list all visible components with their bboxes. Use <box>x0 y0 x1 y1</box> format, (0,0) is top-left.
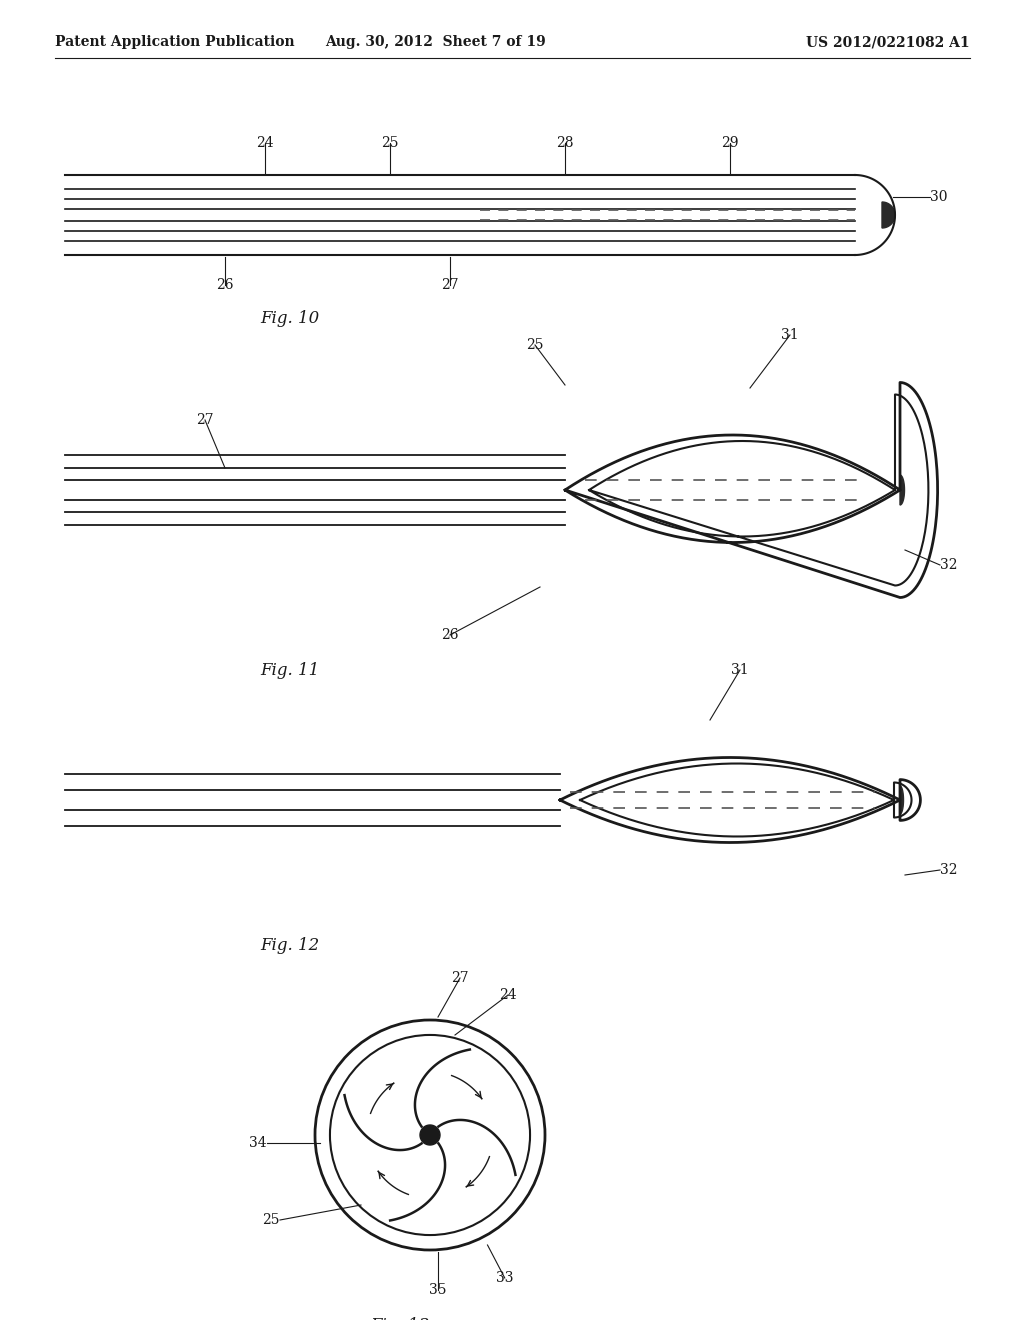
Text: 28: 28 <box>556 136 573 150</box>
Text: 32: 32 <box>940 863 957 876</box>
Text: Aug. 30, 2012  Sheet 7 of 19: Aug. 30, 2012 Sheet 7 of 19 <box>325 36 546 49</box>
Text: 25: 25 <box>526 338 544 352</box>
Text: 31: 31 <box>731 663 749 677</box>
Text: 31: 31 <box>781 327 799 342</box>
Text: 25: 25 <box>381 136 398 150</box>
Text: Fig. 13: Fig. 13 <box>371 1317 430 1320</box>
Polygon shape <box>900 785 903 814</box>
Text: 30: 30 <box>930 190 947 205</box>
Polygon shape <box>882 202 895 228</box>
Text: 29: 29 <box>721 136 738 150</box>
Text: 24: 24 <box>256 136 273 150</box>
Text: 27: 27 <box>197 413 214 426</box>
Text: Fig. 11: Fig. 11 <box>260 663 319 678</box>
Text: 34: 34 <box>250 1137 267 1150</box>
Text: US 2012/0221082 A1: US 2012/0221082 A1 <box>806 36 970 49</box>
Polygon shape <box>900 475 904 506</box>
Text: 24: 24 <box>499 987 517 1002</box>
Text: 33: 33 <box>496 1271 513 1284</box>
Text: 27: 27 <box>452 972 469 985</box>
Text: Patent Application Publication: Patent Application Publication <box>55 36 295 49</box>
Text: 35: 35 <box>429 1283 446 1298</box>
Text: Fig. 12: Fig. 12 <box>260 937 319 954</box>
Circle shape <box>420 1125 440 1144</box>
Text: 26: 26 <box>441 628 459 642</box>
Text: 27: 27 <box>441 279 459 292</box>
Text: 32: 32 <box>940 558 957 572</box>
Text: 25: 25 <box>262 1213 280 1228</box>
Text: Fig. 10: Fig. 10 <box>260 310 319 327</box>
Text: 26: 26 <box>216 279 233 292</box>
